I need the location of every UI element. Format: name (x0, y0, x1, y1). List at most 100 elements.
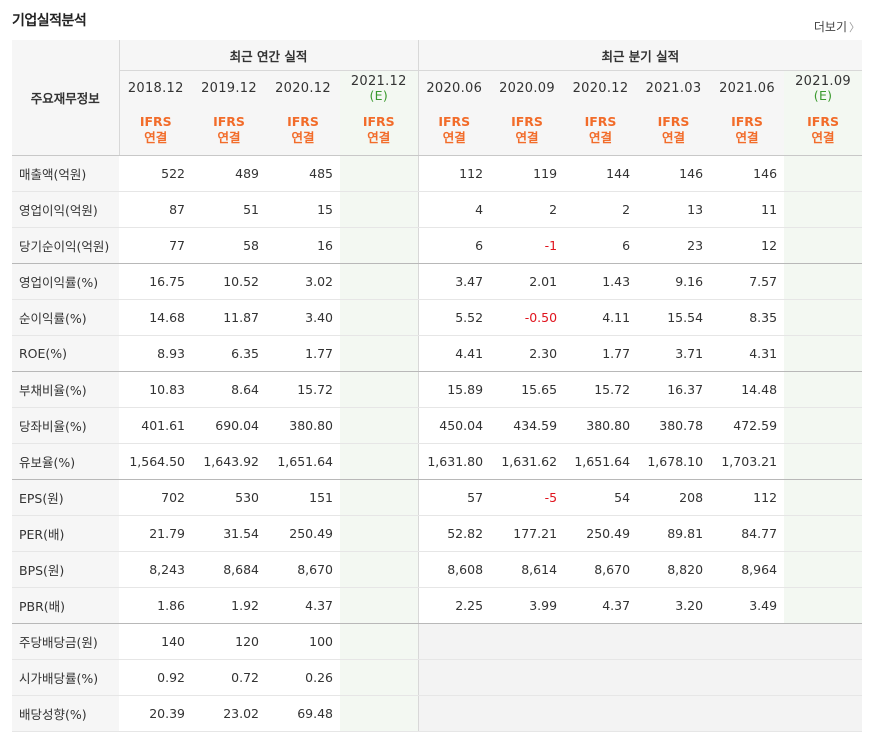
annual-value: 8,670 (266, 551, 340, 588)
table-row: 매출액(억원) 522 489 485 112 119 144 146 146 (12, 155, 863, 192)
annual-value: 485 (266, 155, 340, 192)
table-row: PER(배) 21.79 31.54 250.49 52.82 177.21 250.49 8… (12, 515, 863, 552)
period-label: 2021.06 (719, 80, 775, 96)
basis-bottom: 연결 (811, 130, 835, 145)
quarter-value: 119 (490, 155, 565, 192)
quarter-value: 146 (637, 155, 711, 192)
table-row: 시가배당률(%) 0.92 0.72 0.26 (12, 659, 863, 696)
basis-bottom: 연결 (589, 130, 613, 145)
quarter-value (784, 443, 863, 480)
basis-bottom: 연결 (442, 130, 466, 145)
quarter-value: 472.59 (710, 407, 785, 444)
annual-value: 23.02 (192, 695, 266, 732)
basis-bottom: 연결 (291, 130, 315, 145)
empty-cell (490, 695, 565, 732)
annual-value: 15.72 (266, 371, 340, 408)
annual-value: 58 (192, 227, 266, 264)
quarter-value: 112 (418, 155, 491, 192)
row-label: BPS(원) (12, 551, 119, 588)
quarter-value: -5 (490, 479, 565, 516)
quarter-value (784, 263, 863, 300)
quarter-value: 7.57 (710, 263, 785, 300)
chevron-right-icon: 〉 (849, 21, 860, 34)
period-label: 2018.12 (127, 80, 184, 96)
quarter-value (784, 191, 863, 228)
empty-cell (418, 659, 491, 696)
annual-value: 0.72 (192, 659, 266, 696)
empty-cell (637, 695, 711, 732)
quarter-value: 250.49 (564, 515, 638, 552)
annual-value (340, 443, 419, 480)
basis-top: IFRS (139, 114, 172, 129)
annual-value: 77 (119, 227, 192, 264)
annual-value: 1.92 (192, 587, 266, 624)
annual-value: 1,651.64 (266, 443, 340, 480)
annual-value (340, 299, 419, 336)
annual-value (340, 695, 419, 732)
empty-cell (490, 659, 565, 696)
annual-value: 489 (192, 155, 266, 192)
annual-value: 1,564.50 (119, 443, 192, 480)
table-row: 영업이익률(%) 16.75 10.52 3.02 3.47 2.01 1.43 9.16 7.… (12, 263, 863, 300)
quarter-value: 208 (637, 479, 711, 516)
quarter-value: 144 (564, 155, 638, 192)
quarter-value: 2 (564, 191, 638, 228)
annual-value (340, 155, 419, 192)
quarter-value: 4.37 (564, 587, 638, 624)
annual-value: 10.52 (192, 263, 266, 300)
annual-value: 702 (119, 479, 192, 516)
quarter-value: 2.30 (490, 335, 565, 372)
basis-cell: IFRS 연결 (266, 105, 340, 156)
basis-cell: IFRS 연결 (637, 105, 711, 156)
basis-bottom: 연결 (515, 130, 539, 145)
financial-summary-table: 주요재무정보 최근 연간 실적 최근 분기 실적 2018.12 2019.12 2020… (12, 40, 863, 732)
row-label: 매출액(억원) (12, 155, 119, 192)
empty-cell (784, 659, 863, 696)
quarter-value: 15.65 (490, 371, 565, 408)
quarter-value: 15.54 (637, 299, 711, 336)
quarter-value: 1.77 (564, 335, 638, 372)
quarter-value: 4.11 (564, 299, 638, 336)
quarter-value: 3.20 (637, 587, 711, 624)
row-label: PBR(배) (12, 587, 119, 624)
quarter-value (784, 551, 863, 588)
empty-cell (490, 623, 565, 660)
annual-value: 16.75 (119, 263, 192, 300)
basis-cell: IFRS 연결 (119, 105, 192, 156)
annual-value: 690.04 (192, 407, 266, 444)
basis-top: IFRS (438, 114, 471, 129)
quarter-value: 8.35 (710, 299, 785, 336)
quarter-value: 57 (418, 479, 491, 516)
period-label: 2021.09 (795, 74, 851, 89)
annual-value (340, 551, 419, 588)
annual-value (340, 515, 419, 552)
more-link[interactable]: 더보기 〉 (814, 18, 860, 35)
row-label: EPS(원) (12, 479, 119, 516)
quarter-value: 146 (710, 155, 785, 192)
annual-value (340, 407, 419, 444)
annual-value: 530 (192, 479, 266, 516)
row-label: 당기순이익(억원) (12, 227, 119, 264)
annual-value: 31.54 (192, 515, 266, 552)
row-label: 배당성향(%) (12, 695, 119, 732)
quarter-period-header: 2021.09 (E) (784, 70, 863, 105)
header-row-periods: 2018.12 2019.12 2020.12 2021.12 (E) 2020.06 20… (12, 70, 863, 105)
quarter-value: 1,678.10 (637, 443, 711, 480)
period-label: 2020.12 (572, 80, 629, 96)
annual-value: 14.68 (119, 299, 192, 336)
table-row: 순이익률(%) 14.68 11.87 3.40 5.52 -0.50 4.11 15.54 8… (12, 299, 863, 336)
table-row: 부채비율(%) 10.83 8.64 15.72 15.89 15.65 15.72 16.3… (12, 371, 863, 408)
period-label: 2021.03 (645, 80, 702, 96)
annual-value: 0.26 (266, 659, 340, 696)
empty-cell (564, 659, 638, 696)
basis-cell: IFRS 연결 (192, 105, 266, 156)
period-label: 2020.12 (275, 80, 331, 96)
quarter-value: 3.47 (418, 263, 491, 300)
quarter-value: 8,964 (710, 551, 785, 588)
basis-top: IFRS (807, 114, 839, 129)
annual-period-header: 2021.12 (E) (340, 70, 419, 105)
annual-value: 20.39 (119, 695, 192, 732)
annual-value: 1.77 (266, 335, 340, 372)
table-row: EPS(원) 702 530 151 57 -5 54 208 112 (12, 479, 863, 516)
quarter-value: 15.72 (564, 371, 638, 408)
